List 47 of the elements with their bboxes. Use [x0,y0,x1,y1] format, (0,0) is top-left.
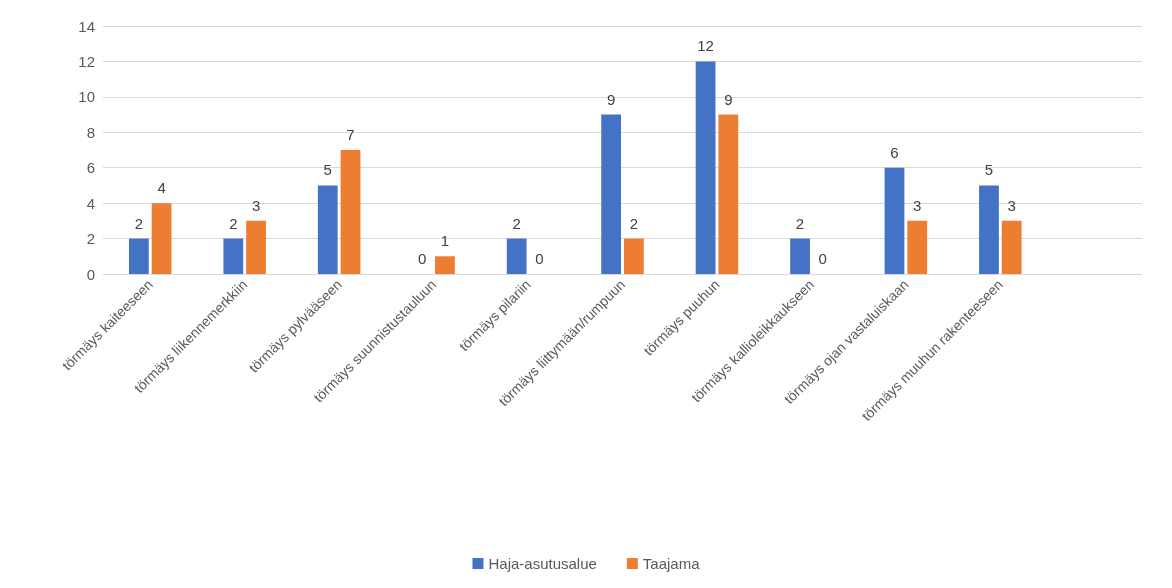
data-label: 5 [323,161,332,179]
bar [246,220,266,274]
bar [601,114,622,274]
y-tick-label: 12 [78,52,95,70]
bar [435,256,455,274]
bar [128,238,149,274]
data-label: 0 [818,250,827,267]
y-tick-label: 14 [78,17,95,35]
bar [718,114,739,274]
bar [506,238,527,274]
bar [317,185,338,274]
data-label: 3 [251,196,261,214]
y-tick-label: 2 [86,230,95,248]
y-tick-label: 8 [86,123,95,141]
data-label: 5 [984,161,994,179]
data-label: 4 [157,179,166,197]
data-label: 3 [1007,196,1016,214]
bar [151,203,172,274]
data-label: 7 [346,126,355,143]
bar [907,220,928,274]
data-label: 2 [512,214,521,232]
data-label: 2 [795,214,805,232]
data-label: 6 [890,143,899,161]
bar [623,238,644,274]
data-label: 2 [229,214,238,232]
bar [884,167,905,274]
data-label: 2 [134,214,144,232]
legend-label: Haja-asutusalue [488,555,597,572]
data-label: 1 [440,232,450,250]
data-label: 3 [913,196,922,214]
bar [1001,220,1022,274]
y-tick-label: 0 [86,265,95,283]
y-tick-label: 4 [86,194,95,212]
data-label: 0 [535,250,544,267]
data-label: 9 [606,90,616,108]
data-label: 2 [629,214,639,232]
y-tick-label: 6 [86,159,95,177]
bar [695,61,716,274]
bar [223,238,244,274]
data-label: 0 [418,250,427,267]
legend-label: Taajama [642,555,701,572]
bar [979,185,999,274]
bar [790,238,810,274]
bar [340,150,361,274]
data-label: 12 [697,37,714,55]
y-tick-label: 10 [78,88,95,106]
data-label: 9 [724,90,733,108]
